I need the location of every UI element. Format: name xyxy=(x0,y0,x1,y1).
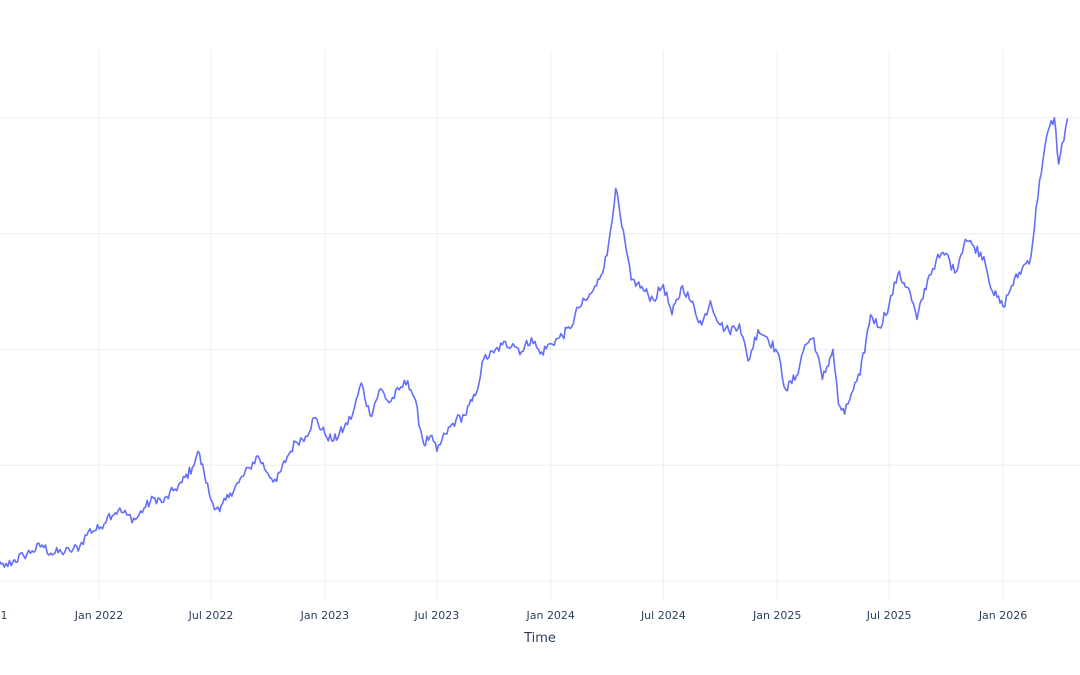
x-tick-label: Jul 2022 xyxy=(188,609,234,622)
x-tick-label: Jan 2022 xyxy=(74,609,123,622)
x-tick-label: Jul 2024 xyxy=(640,609,686,622)
x-tick-label: Jan 2026 xyxy=(978,609,1027,622)
series-layer xyxy=(0,117,1069,568)
x-axis-title: Time xyxy=(523,631,556,646)
x-tick-label: Jan 2025 xyxy=(752,609,801,622)
x-tick-label: Jul 2021 xyxy=(0,609,8,622)
x-tick-label: Jul 2023 xyxy=(413,609,459,622)
x-tick-label: Jul 2025 xyxy=(866,609,912,622)
series-line xyxy=(0,117,1069,568)
x-tick-label: Jan 2024 xyxy=(525,609,574,622)
grid-layer xyxy=(0,50,1080,600)
x-axis-ticks: Jul 2021 Jan 2022 Jul 2022 Jan 2023 Jul 2023… xyxy=(0,609,1027,622)
x-tick-label: Jan 2023 xyxy=(300,609,349,622)
